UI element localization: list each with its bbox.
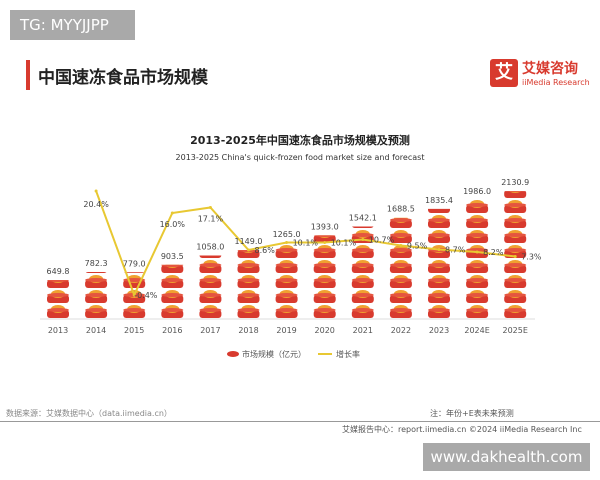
growth-label: 8.7% [445,246,466,255]
growth-point [437,248,441,251]
growth-label: -0.4% [134,291,158,300]
logo-mark: 艾 [490,58,518,87]
growth-label: 8.6% [255,246,276,255]
logo-en: iiMedia Research [522,78,590,87]
data-source: 数据来源：艾媒数据中心（data.iimedia.cn） [6,409,172,418]
legend-line-label: 增长率 [336,349,360,359]
bar-2017 [199,255,222,318]
chart-title: 2013-2025年中国速冻食品市场规模及预测 [190,133,410,147]
bar-value-label: 2130.9 [501,178,529,187]
growth-point [285,241,289,244]
x-tick-label: 2023 [429,326,449,335]
growth-point [399,244,403,247]
growth-point [208,206,212,209]
growth-point [513,255,517,258]
growth-point [94,189,98,193]
logo-cn: 艾媒咨询 [522,61,578,77]
bar-2018 [237,250,260,318]
bar-2019 [275,245,298,318]
bar-value-label: 1149.0 [235,237,263,246]
growth-point [170,211,174,215]
x-tick-label: 2021 [353,326,373,335]
growth-label: 17.1% [198,215,224,224]
page-title: 中国速冻食品市场规模 [38,68,208,88]
x-tick-label: 2014 [86,326,106,335]
growth-label: 10.1% [331,239,357,248]
bar-value-label: 1058.0 [196,243,224,252]
x-tick-label: 2013 [48,326,68,335]
bar-value-label: 903.5 [161,252,184,261]
iimedia-logo: 艾 艾媒咨询 iiMedia Research [490,58,590,87]
bar-value-label: 779.0 [123,259,146,268]
growth-point [132,293,136,297]
bar-value-label: 1393.0 [311,222,339,231]
legend: 市场规模（亿元） 增长率 [227,349,360,359]
report-footer: 艾媒报告中心：report.iimedia.cn ©2024 iiMedia R… [342,425,582,434]
x-tick-label: 2018 [238,326,258,335]
bar-2013 [47,280,69,318]
x-tick-label: 2016 [162,326,182,335]
growth-label: 8.2% [483,248,504,257]
forecast-note: 注：年份+E表未来预测 [430,409,514,418]
bar-2024E [466,200,489,318]
bar-value-label: 1688.5 [387,205,415,214]
x-tick-label: 2022 [391,326,411,335]
bar-2014 [85,272,108,318]
bar-value-label: 1542.1 [349,213,377,222]
x-tick-label: 2024E [464,326,489,335]
growth-point [475,250,479,254]
legend-bar-swatch [227,351,239,357]
growth-point [361,238,365,241]
x-tick-label: 2019 [276,326,296,335]
bar-value-label: 1265.0 [273,230,301,239]
bar-value-label: 649.8 [47,267,70,276]
x-tick-label: 2025E [502,326,527,335]
growth-label: 9.5% [407,242,428,251]
bar-value-label: 1986.0 [463,187,491,196]
x-tick-label: 2017 [200,326,220,335]
growth-point [247,248,250,252]
bar-2015 [123,272,146,318]
bar-2022 [389,217,412,318]
growth-label: 7.3% [521,253,542,262]
x-tick-label: 2015 [124,326,144,335]
watermark-bottom: www.dakhealth.com [423,443,590,471]
bar-value-label: 1835.4 [425,196,453,205]
bar-2025E [504,191,527,318]
x-tick-label: 2020 [315,326,335,335]
bar-2016 [161,264,184,318]
growth-point [323,241,327,244]
watermark-tag: TG: MYYJJPP [10,10,135,40]
legend-bar-label: 市场规模（亿元） [242,349,306,359]
chart: 2013-2025年中国速冻食品市场规模及预测 2013-2025 China'… [40,133,542,359]
growth-label: 20.4% [83,200,109,209]
growth-label: 16.0% [160,220,186,229]
growth-label: 10.7% [369,236,395,245]
growth-rate-line [95,190,516,298]
bar-2021 [351,226,374,318]
growth-label: 10.1% [293,239,319,248]
title-accent-bar [26,60,30,90]
chart-subtitle: 2013-2025 China's quick-frozen food mark… [176,153,425,162]
bar-value-label: 782.3 [85,259,108,268]
footer-divider [0,421,600,422]
